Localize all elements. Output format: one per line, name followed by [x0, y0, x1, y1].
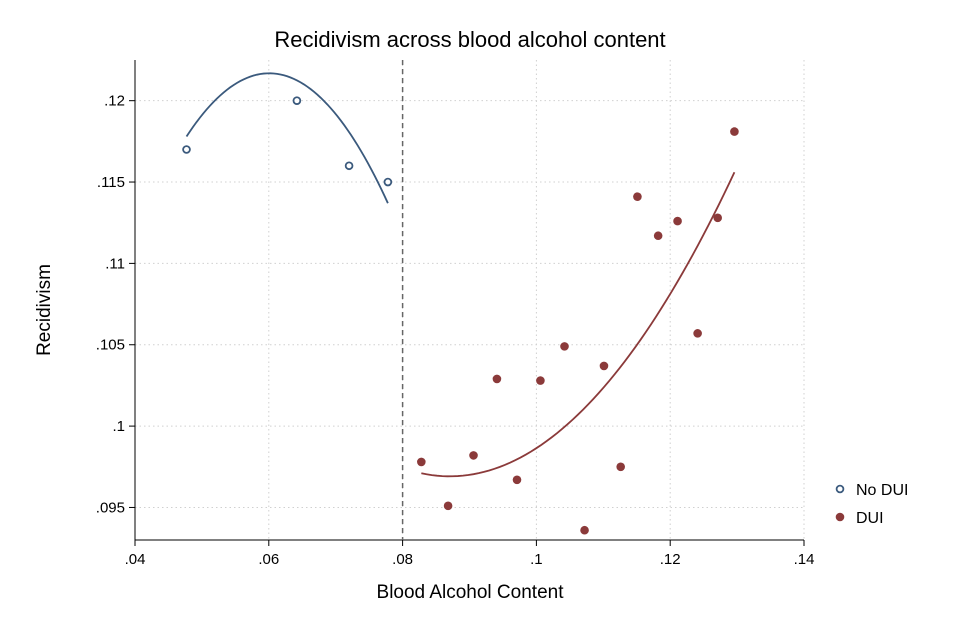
- x-tick-label: .08: [392, 551, 413, 568]
- point-dui: [443, 501, 453, 511]
- point-dui: [616, 462, 625, 472]
- y-axis-title: Recidivism: [34, 264, 55, 356]
- x-axis-title: Blood Alcohol Content: [377, 582, 565, 603]
- fit-line-dui: [421, 171, 736, 478]
- legend-marker-dui: [835, 512, 845, 522]
- legend-label-dui: DUI: [856, 510, 884, 527]
- point-dui: [492, 374, 502, 384]
- y-tick-label: .115: [97, 174, 125, 191]
- chart-title: Recidivism across blood alcohol content: [274, 27, 665, 52]
- x-tick-label: .06: [258, 551, 279, 568]
- grid-layer: [135, 60, 805, 540]
- axis-layer: .04 .06 .08 .1 .12 .14 .095 .1 .105 .11 .115 .12: [96, 60, 815, 568]
- x-tick-label: .12: [660, 551, 681, 568]
- y-tick-label: .095: [96, 499, 125, 516]
- point-dui: [730, 127, 739, 136]
- legend-marker-no-dui: [835, 484, 845, 494]
- points-layer: [182, 96, 739, 535]
- x-tick-label: .04: [125, 551, 146, 568]
- y-tick-label: .12: [104, 93, 125, 110]
- y-tick-label: .11: [105, 255, 125, 272]
- point-dui: [417, 457, 426, 467]
- point-dui: [536, 376, 545, 385]
- fit-line-no-dui: [185, 72, 389, 204]
- point-dui: [633, 192, 642, 201]
- point-dui: [653, 231, 663, 241]
- x-tick-label: .14: [794, 551, 815, 568]
- point-no-dui: [383, 177, 393, 187]
- fit-line-layer: [185, 72, 736, 478]
- point-no-dui: [182, 145, 191, 154]
- y-tick-label: .1: [112, 418, 125, 435]
- point-no-dui: [344, 161, 354, 171]
- legend-label-no-dui: No DUI: [856, 482, 908, 499]
- point-dui: [560, 342, 569, 351]
- x-tick-label: .1: [530, 551, 543, 568]
- point-dui: [580, 525, 589, 535]
- point-dui: [599, 361, 609, 371]
- point-dui: [469, 451, 478, 460]
- point-dui: [713, 213, 722, 223]
- point-dui: [512, 475, 522, 485]
- y-tick-label: .105: [96, 337, 125, 354]
- point-dui: [693, 329, 702, 338]
- legend: No DUI DUI: [835, 482, 908, 527]
- point-dui: [673, 216, 682, 226]
- point-no-dui: [292, 96, 302, 105]
